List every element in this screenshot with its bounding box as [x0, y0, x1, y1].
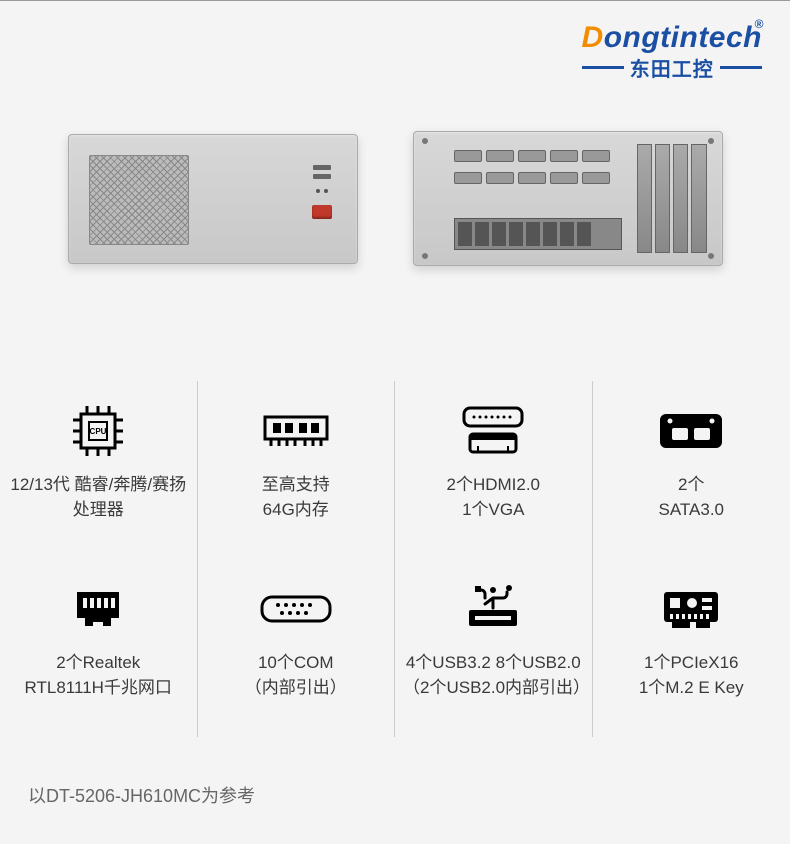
io-panel	[454, 218, 622, 250]
spec-sata: 2个 SATA3.0	[593, 381, 790, 559]
expansion-slots	[637, 144, 707, 253]
sata-icon	[658, 401, 724, 461]
ram-icon	[261, 401, 331, 461]
spec-label: 2个HDMI2.0 1个VGA	[446, 473, 540, 522]
spec-pcie: 1个PCIeX16 1个M.2 E Key	[593, 559, 790, 737]
front-ports	[312, 165, 332, 219]
brand-first-letter: D	[582, 21, 604, 54]
spec-line1: 2个HDMI2.0	[446, 473, 540, 498]
spec-line2: 1个M.2 E Key	[639, 676, 744, 701]
product-images	[0, 131, 790, 266]
device-front-view	[68, 134, 358, 264]
brand-logo: Dongtintech ® 东田工控	[582, 21, 762, 82]
spec-line2: （2个USB2.0内部引出）	[403, 676, 584, 701]
brand-name-cn: 东田工控	[630, 53, 714, 82]
spec-line1: 12/13代 酷睿/奔腾/赛扬	[10, 473, 186, 498]
spec-line1: 2个Realtek	[25, 651, 172, 676]
spec-line1: 至高支持	[262, 473, 330, 498]
spec-label: 4个USB3.2 8个USB2.0 （2个USB2.0内部引出）	[403, 651, 584, 700]
spec-label: 至高支持 64G内存	[262, 473, 330, 522]
spec-line1: 4个USB3.2 8个USB2.0	[403, 651, 584, 676]
spec-line2: 64G内存	[262, 498, 330, 523]
footnote: 以DT-5206-JH610MC为参考	[28, 782, 255, 808]
device-back-view	[413, 131, 723, 266]
spec-com: 10个COM （内部引出）	[198, 559, 396, 737]
brand-line-left	[582, 66, 624, 69]
brand-sub: 东田工控	[582, 53, 762, 82]
spec-line1: 2个	[658, 473, 724, 498]
lan-icon	[71, 579, 125, 639]
display-icon	[460, 401, 526, 461]
spec-line2: SATA3.0	[658, 498, 724, 523]
svg-text:CPU: CPU	[90, 427, 107, 436]
brand-line-right	[720, 66, 762, 69]
brand-name-en: Dongtintech ®	[582, 21, 762, 55]
spec-line1: 1个PCIeX16	[639, 651, 744, 676]
spec-label: 10个COM （内部引出）	[245, 651, 347, 700]
spec-ram: 至高支持 64G内存	[198, 381, 396, 559]
spec-line2: （内部引出）	[245, 676, 347, 701]
spec-display: 2个HDMI2.0 1个VGA	[395, 381, 593, 559]
spec-label: 2个 SATA3.0	[658, 473, 724, 522]
spec-line2: RTL8111H千兆网口	[25, 676, 172, 701]
spec-label: 1个PCIeX16 1个M.2 E Key	[639, 651, 744, 700]
spec-usb: 4个USB3.2 8个USB2.0 （2个USB2.0内部引出）	[395, 559, 593, 737]
spec-lan: 2个Realtek RTL8111H千兆网口	[0, 559, 198, 737]
spec-label: 12/13代 酷睿/奔腾/赛扬 处理器	[10, 473, 186, 522]
brand-rest: ongtintech	[604, 21, 762, 54]
pcie-icon	[658, 579, 724, 639]
spec-grid: CPU 12/13代 酷睿/奔腾/赛扬 处理器	[0, 381, 790, 737]
com-icon	[258, 579, 334, 639]
spec-line1: 10个COM	[245, 651, 347, 676]
spec-line2: 处理器	[10, 498, 186, 523]
usb-icon	[461, 579, 525, 639]
registered-mark: ®	[755, 17, 764, 31]
spec-label: 2个Realtek RTL8111H千兆网口	[25, 651, 172, 700]
spec-line2: 1个VGA	[446, 498, 540, 523]
spec-cpu: CPU 12/13代 酷睿/奔腾/赛扬 处理器	[0, 381, 198, 559]
cpu-icon: CPU	[69, 401, 127, 461]
vent-grille	[89, 155, 189, 245]
